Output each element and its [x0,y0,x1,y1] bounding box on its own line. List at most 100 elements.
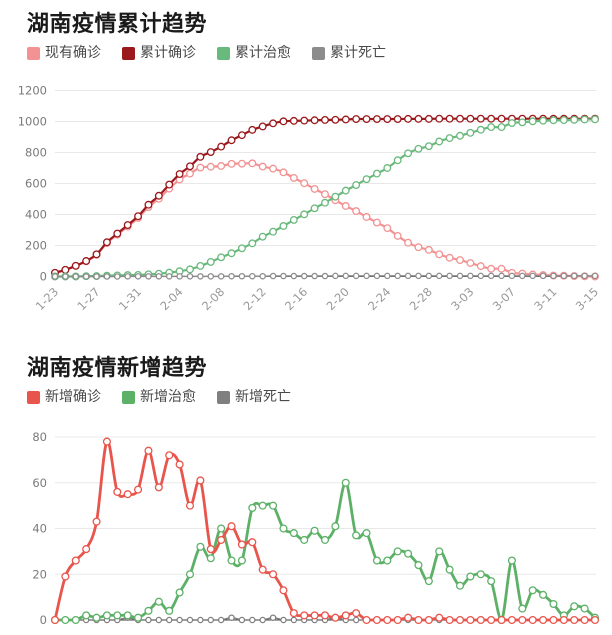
total-confirmed-marker [61,265,70,274]
total-deaths-marker [373,272,381,280]
total-confirmed-marker [445,114,454,123]
total-cured-marker [518,118,527,127]
total-deaths-marker [550,272,557,280]
new-cured-marker [175,588,184,597]
legend-label: 现有确诊 [45,45,101,61]
total-cured-marker [559,116,568,125]
total-deaths-marker [342,272,350,280]
new-confirmed-marker [476,615,485,625]
total-deaths-marker [114,273,121,280]
new-cured-marker [331,522,340,531]
total-deaths-marker [155,273,163,280]
total-confirmed-marker [217,142,226,151]
current-confirmed-marker [217,162,226,170]
total-cured-marker [186,265,194,274]
new-confirmed-line [53,440,595,622]
x-tick-label: 2-16 [282,285,310,313]
current-confirmed-marker [435,250,444,259]
y-tick-label: 400 [25,208,47,222]
total-deaths-marker [207,273,215,280]
total-deaths-marker [72,273,80,280]
new-deaths-marker [249,616,256,624]
current-confirmed-marker [237,159,246,168]
total-cured-marker [570,115,579,124]
current-confirmed-marker [352,207,361,216]
y-tick-label: 20 [32,567,47,581]
new-cured-marker [487,577,496,586]
new-confirmed-marker [372,615,381,625]
new-confirmed-marker [580,615,589,625]
new-confirmed-marker [487,615,496,625]
total-cured-marker [206,257,215,266]
new-cured-marker [123,611,132,620]
total-deaths-marker [176,273,183,280]
total-cured-marker [237,244,246,253]
new-confirmed-marker [497,615,506,625]
new-cured-marker [466,572,475,581]
new-confirmed-marker [289,609,298,618]
legend-item-total-cured[interactable]: 累计治愈 [217,46,291,60]
new-confirmed-marker [123,490,132,499]
current-confirmed-marker [404,238,413,247]
total-confirmed-marker [372,115,381,123]
current-confirmed-marker [248,159,257,168]
total-deaths-marker [591,272,599,280]
total-cured-swatch-icon [217,46,230,60]
new-confirmed-marker [310,611,319,620]
current-confirmed-marker [487,264,496,273]
total-cured-marker [528,117,537,126]
new-confirmed-marker [466,615,475,625]
y-tick-label: 60 [32,476,47,490]
total-deaths-marker [487,272,495,280]
total-confirmed-marker [404,114,413,123]
new-deaths-marker [145,616,152,624]
total-deaths-marker [249,272,256,280]
legend-item-new-confirmed[interactable]: 新增确诊 [27,390,101,404]
legend-item-total-deaths[interactable]: 累计死亡 [312,46,386,60]
total-confirmed-marker [279,117,288,126]
new-cured-marker [144,606,153,615]
total-confirmed-marker [466,114,475,123]
new-deaths-marker [217,616,225,624]
y-tick-label: 0 [40,270,47,284]
total-deaths-marker [435,272,443,280]
current-confirmed-marker [393,231,402,240]
total-cured-marker [435,137,444,146]
total-confirmed-marker [497,114,506,123]
legend-item-total-confirmed[interactable]: 累计确诊 [122,46,196,60]
total-confirmed-marker [414,114,423,123]
current-confirmed-marker [206,162,215,171]
legend-item-new-deaths[interactable]: 新增死亡 [217,390,291,404]
series-total-cured [51,115,599,281]
legend-item-current-confirmed[interactable]: 现有确诊 [27,46,101,60]
total-cured-marker [414,144,423,153]
new-confirmed-marker [362,615,371,625]
y-tick-label: 40 [32,522,47,536]
total-cured-marker [341,186,350,195]
current-confirmed-marker [372,218,381,227]
new-confirmed-marker [144,446,153,455]
new-confirmed-marker [570,615,579,625]
legend-item-new-cured[interactable]: 新增治愈 [122,390,196,404]
current-confirmed-marker [300,179,309,188]
new-cured-marker [507,556,516,565]
current-confirmed-marker [466,259,475,267]
new-deaths-swatch-icon [217,390,230,404]
total-confirmed-marker [237,131,246,140]
total-confirmed-marker [352,115,361,123]
total-confirmed-marker [362,115,371,123]
current-confirmed-marker [310,184,319,193]
total-confirmed-swatch-icon [122,46,135,60]
total-confirmed-marker [383,115,392,123]
new-confirmed-marker [175,460,184,469]
new-confirmed-marker [424,615,433,625]
new-deaths-marker [259,616,266,624]
new-cured-marker [300,535,309,544]
total-cured-marker [258,232,267,241]
total-deaths-marker [228,272,235,280]
current-confirmed-marker [341,202,350,210]
total-confirmed-marker [227,136,236,145]
new-confirmed-marker [528,615,537,625]
new-confirmed-marker [507,615,516,625]
total-confirmed-marker [113,229,122,238]
